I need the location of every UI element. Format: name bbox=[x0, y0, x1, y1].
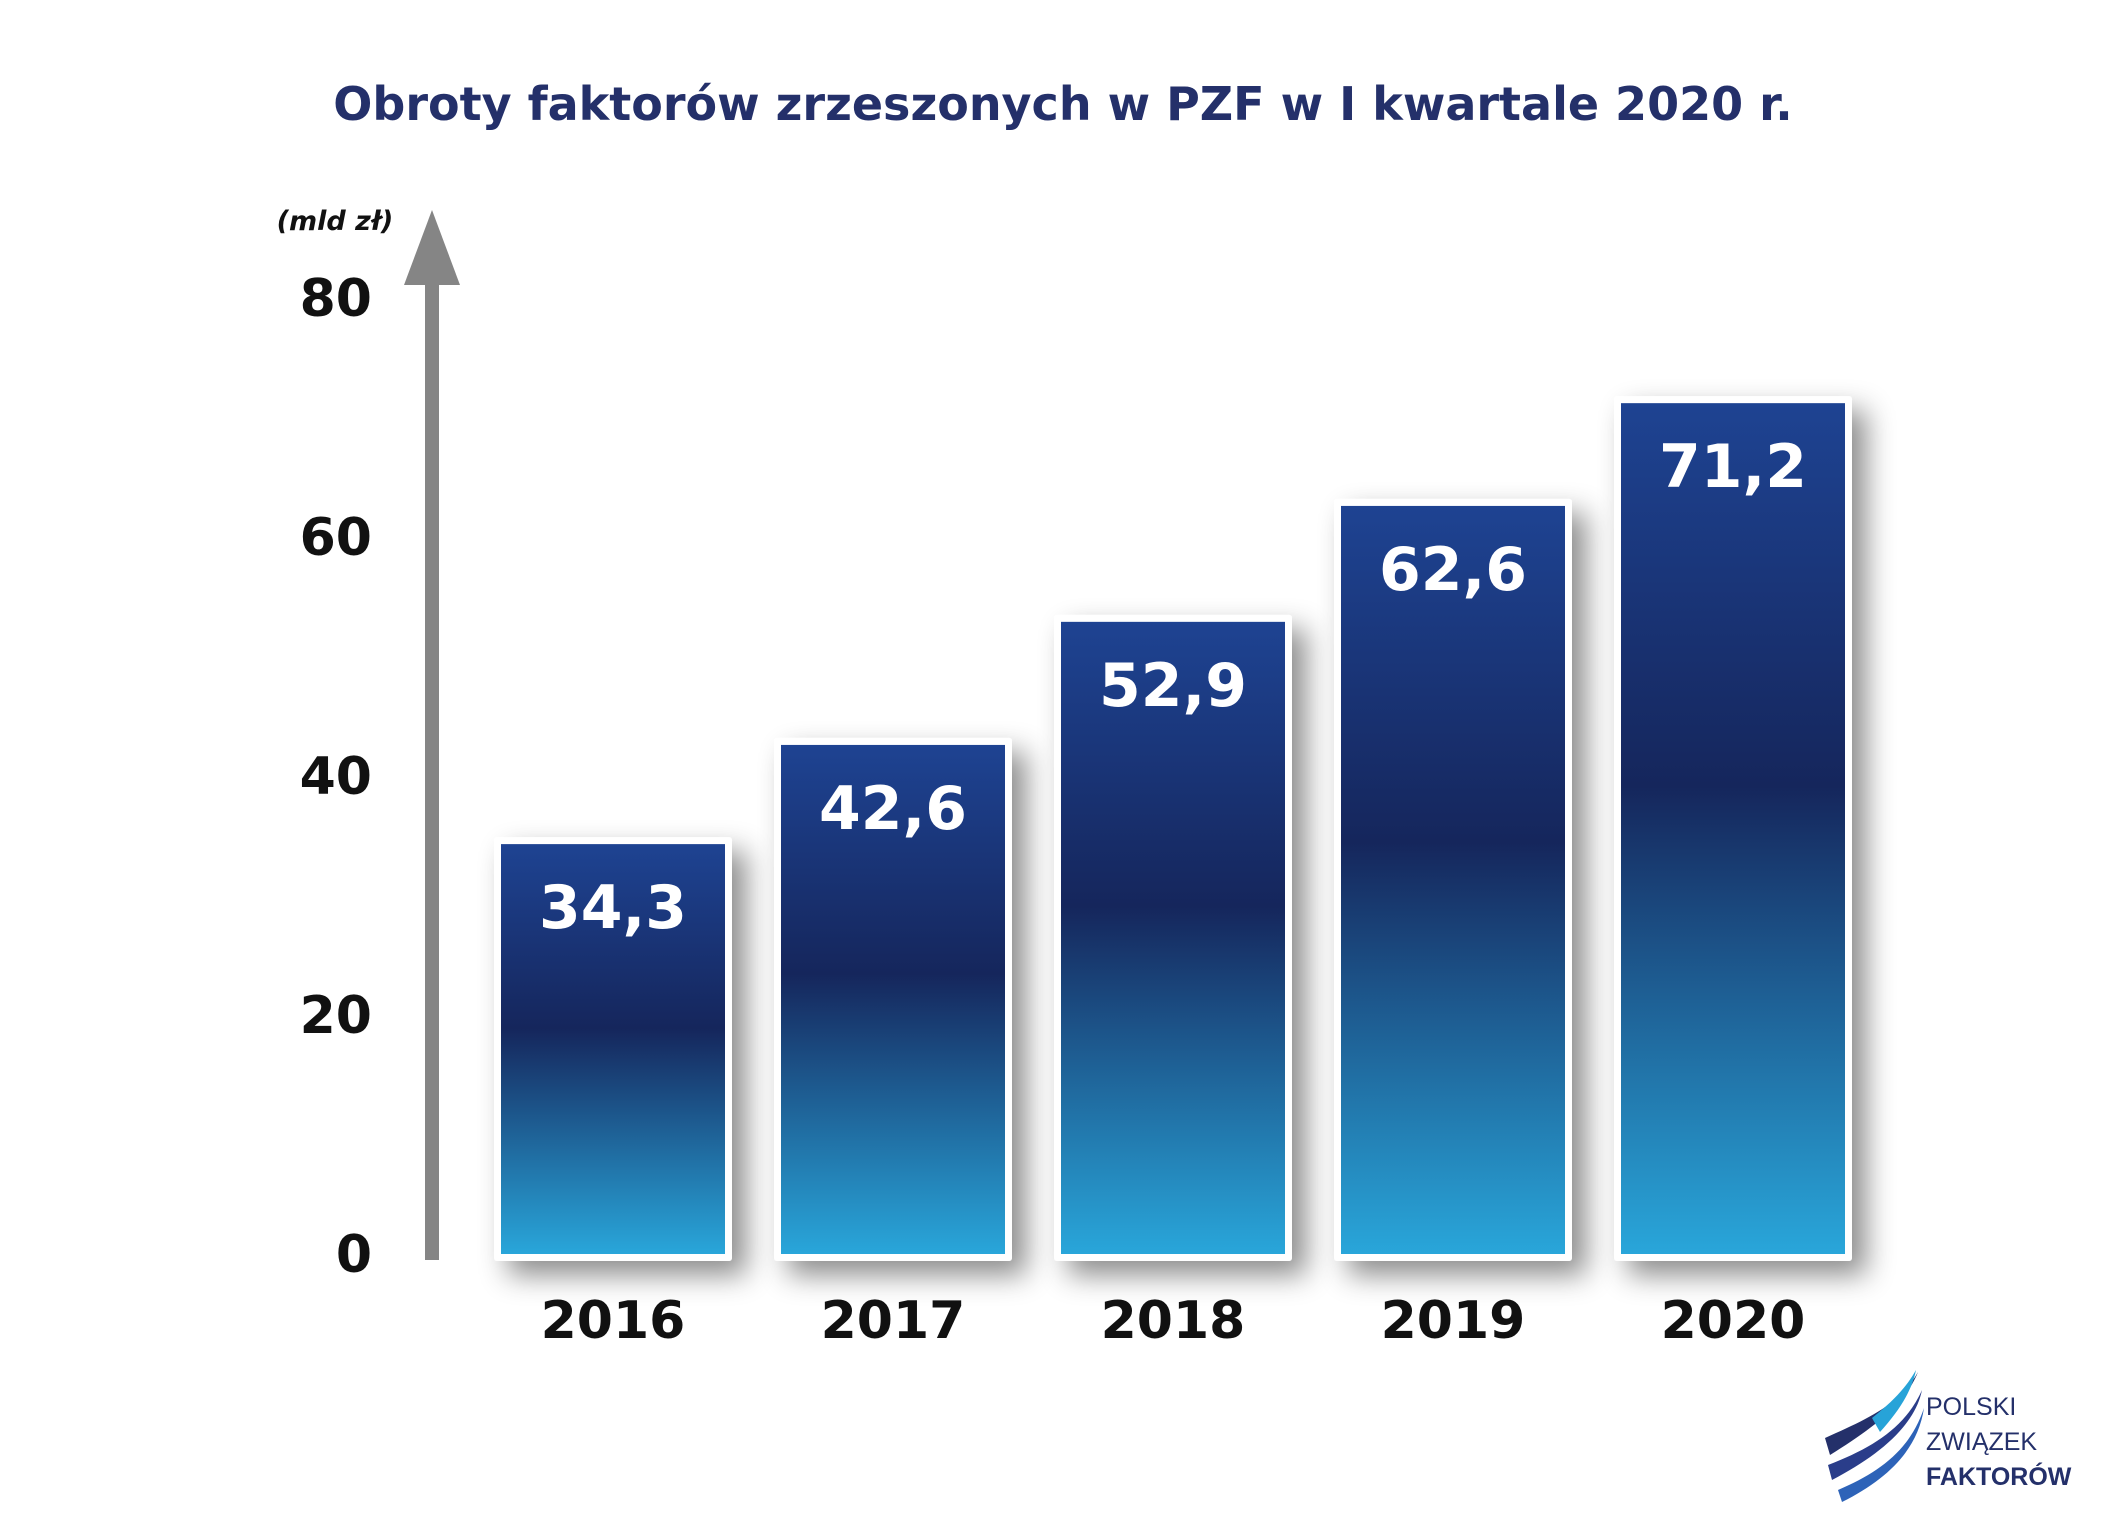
y-axis bbox=[404, 210, 460, 1260]
x-tick-label: 2016 bbox=[541, 1291, 686, 1351]
y-tick-labels: 0 20 40 60 80 bbox=[300, 269, 372, 1285]
x-tick-labels: 2016 2017 2018 2019 2020 bbox=[541, 1291, 1806, 1351]
logo-line-2: ZWIĄZEK bbox=[1926, 1428, 2037, 1456]
value-labels: 34,3 42,6 52,9 62,6 71,2 bbox=[539, 432, 1807, 943]
bar-2020 bbox=[1621, 403, 1845, 1254]
bar-value-label: 42,6 bbox=[819, 774, 967, 844]
pzf-logo-mark bbox=[1825, 1370, 1924, 1502]
bar-value-label: 71,2 bbox=[1659, 432, 1807, 502]
bar-2016 bbox=[501, 844, 725, 1254]
y-axis-unit-label: (mld zł) bbox=[277, 206, 394, 237]
y-tick-label: 40 bbox=[300, 747, 372, 807]
y-tick-label: 0 bbox=[336, 1225, 372, 1285]
bar-2018 bbox=[1061, 621, 1285, 1254]
pzf-logo: POLSKI ZWIĄZEK FAKTORÓW bbox=[1825, 1370, 2072, 1502]
bar-value-label: 62,6 bbox=[1379, 535, 1527, 605]
x-tick-label: 2017 bbox=[821, 1291, 966, 1351]
bar-2019 bbox=[1341, 505, 1565, 1254]
logo-line-1: POLSKI bbox=[1926, 1393, 2016, 1421]
bar-2017 bbox=[781, 744, 1005, 1254]
bars bbox=[494, 396, 1852, 1261]
bar-value-label: 34,3 bbox=[539, 873, 687, 943]
x-tick-label: 2018 bbox=[1101, 1291, 1246, 1351]
y-axis-line bbox=[425, 275, 439, 1260]
chart-title: Obroty faktorów zrzeszonych w PZF w I kw… bbox=[333, 77, 1792, 131]
y-tick-label: 60 bbox=[300, 508, 372, 568]
y-axis-arrowhead bbox=[404, 210, 460, 285]
logo-line-3: FAKTORÓW bbox=[1926, 1461, 2072, 1491]
y-tick-label: 80 bbox=[300, 269, 372, 329]
x-tick-label: 2020 bbox=[1661, 1291, 1806, 1351]
bar-value-label: 52,9 bbox=[1099, 651, 1247, 721]
x-tick-label: 2019 bbox=[1381, 1291, 1526, 1351]
y-tick-label: 20 bbox=[300, 986, 372, 1046]
